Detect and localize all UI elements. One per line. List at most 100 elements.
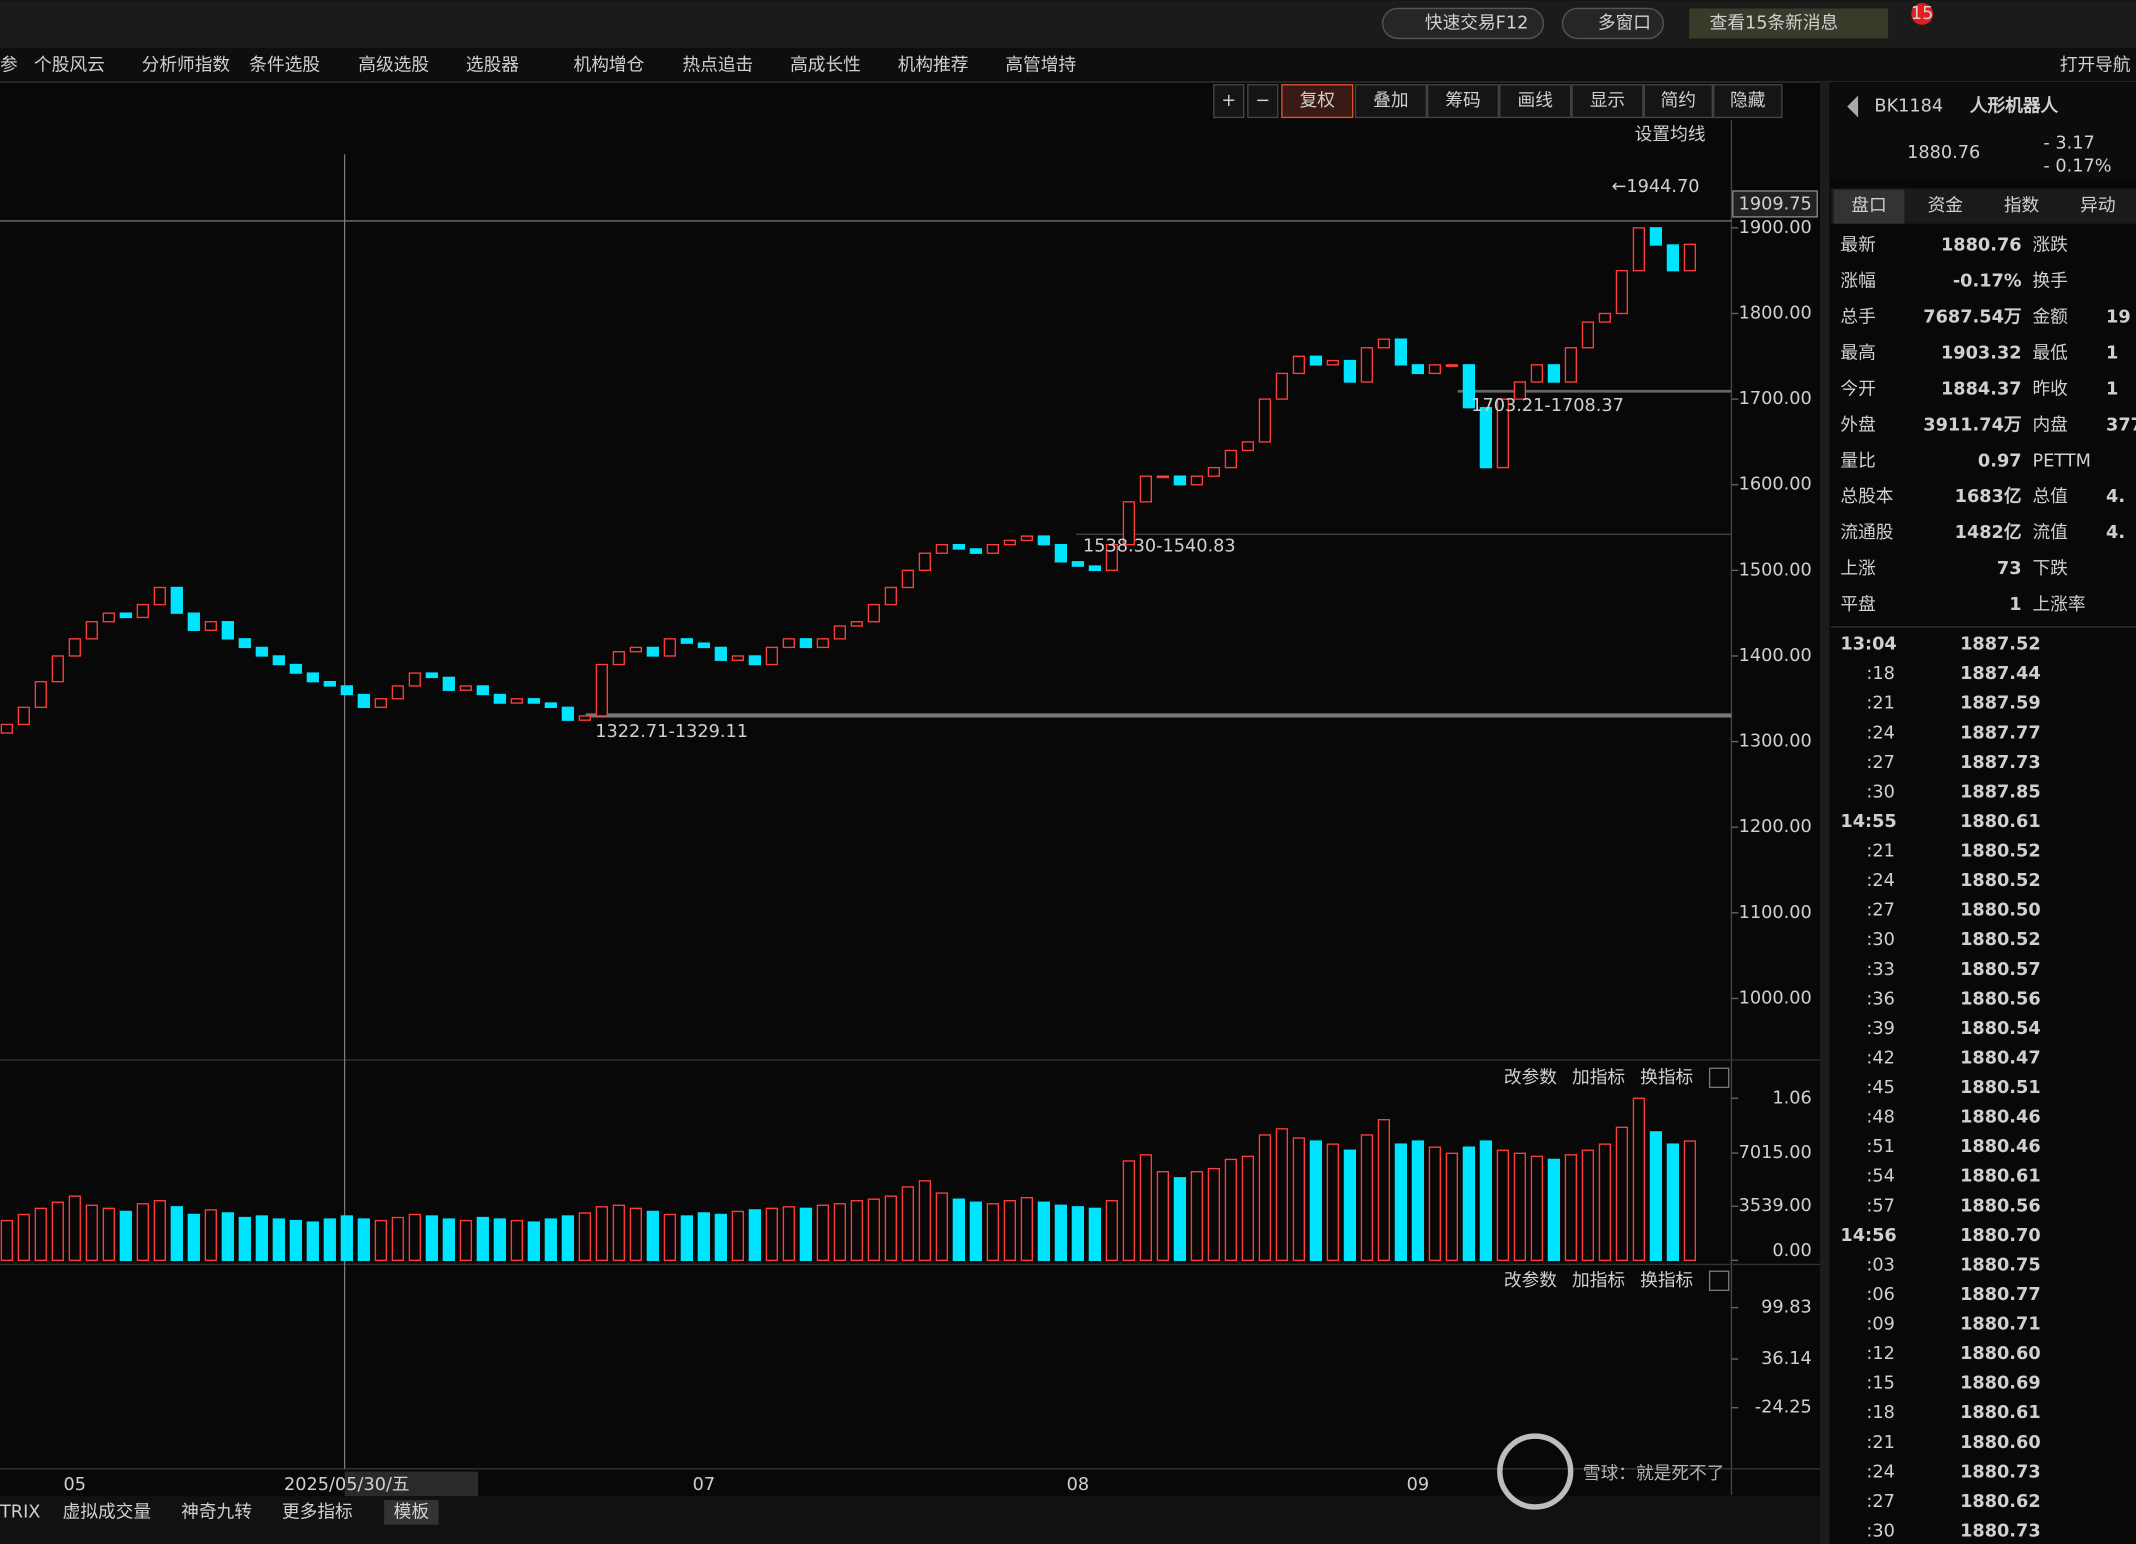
cursor-box	[1732, 190, 1818, 218]
menu-item[interactable]: 热点追击	[682, 55, 753, 76]
candle	[714, 646, 727, 661]
candle	[1139, 475, 1152, 503]
quote-value: 1482亿	[1955, 521, 2022, 543]
volume-bar	[1615, 1126, 1629, 1262]
menu-item[interactable]: 机构推荐	[898, 55, 969, 76]
volume-bar	[1207, 1167, 1220, 1262]
trade-time: :09	[1866, 1315, 1894, 1335]
quick-trade[interactable]: 快速交易F12	[1425, 12, 1528, 33]
panel-button[interactable]: 换指标	[1640, 1270, 1693, 1291]
toolbar-label[interactable]: −	[1255, 91, 1270, 111]
bottom-tab[interactable]: 虚拟成交量	[63, 1501, 151, 1522]
date-highlight	[344, 1471, 479, 1497]
toolbar-label[interactable]: 简约	[1661, 90, 1696, 111]
candle	[272, 655, 285, 666]
bottom-tab[interactable]: 模板	[394, 1501, 430, 1522]
toolbar-button[interactable]	[1499, 84, 1572, 119]
quote-tab[interactable]: 异动	[2080, 195, 2115, 216]
toolbar-label[interactable]: 隐藏	[1730, 90, 1766, 111]
trade-price: 1887.59	[1960, 694, 2041, 714]
toolbar-label[interactable]: 显示	[1590, 91, 1625, 111]
panel-button[interactable]: 加指标	[1572, 1270, 1625, 1291]
menu-item[interactable]: 参	[0, 55, 18, 76]
candle	[1207, 466, 1220, 477]
toolbar-button[interactable]	[1247, 84, 1279, 119]
volume-bar	[51, 1201, 64, 1262]
candle	[306, 672, 319, 683]
menu-item[interactable]: 机构增仓	[574, 55, 645, 76]
quick-trade-button[interactable]	[1381, 7, 1545, 40]
candle	[221, 621, 234, 640]
active-tab[interactable]	[384, 1500, 439, 1525]
toolbar-label[interactable]: 叠加	[1373, 90, 1408, 111]
volume-bar	[1071, 1206, 1084, 1262]
panel-button[interactable]: 改参数	[1504, 1270, 1557, 1291]
y-tick-label: 1300.00	[1739, 732, 1812, 752]
trade-time: :18	[1866, 664, 1894, 684]
quote-label: 量比	[1840, 450, 1875, 471]
panel-button[interactable]: 改参数	[1504, 1067, 1557, 1088]
multi-window-button[interactable]	[1561, 7, 1664, 40]
menu-item[interactable]: 高成长性	[790, 55, 861, 76]
back-arrow[interactable]	[1847, 95, 1859, 118]
ma-setting[interactable]: 设置均线	[1635, 124, 1706, 145]
volume-bar	[1156, 1170, 1169, 1262]
toolbar-button[interactable]	[1354, 84, 1427, 119]
candle	[544, 702, 557, 709]
menu-item[interactable]: 打开导航	[2060, 55, 2131, 76]
trade-time: :30	[1866, 782, 1894, 802]
trade-price: 1880.54	[1960, 1019, 2041, 1039]
y-tick-label: 3539.00	[1739, 1196, 1812, 1216]
trade-price: 1887.73	[1960, 753, 2041, 773]
panel-button[interactable]: 加指标	[1572, 1067, 1625, 1088]
candle	[1071, 561, 1084, 567]
menu-item[interactable]: 分析师指数	[142, 55, 231, 76]
close-button[interactable]	[1708, 1067, 1730, 1089]
candle	[1564, 347, 1578, 383]
quote-label: PETTM	[2032, 451, 2090, 471]
candle	[1275, 372, 1289, 400]
bottom-tab[interactable]: 更多指标	[282, 1501, 353, 1522]
volume-bar	[969, 1201, 982, 1262]
close-button[interactable]	[1708, 1270, 1730, 1292]
y-tick-label: 1100.00	[1739, 903, 1812, 923]
toolbar-label[interactable]: 筹码	[1445, 90, 1480, 111]
toolbar-button[interactable]	[1713, 84, 1783, 119]
bottom-tab[interactable]: 神奇九转	[181, 1501, 252, 1522]
menu-item[interactable]: 个股风云	[34, 55, 105, 76]
toolbar-label[interactable]: +	[1221, 91, 1236, 111]
volume-bar	[459, 1219, 472, 1262]
toolbar-button[interactable]	[1571, 84, 1644, 119]
toolbar-label[interactable]: 画线	[1518, 90, 1554, 111]
trade-price: 1880.46	[1960, 1108, 2041, 1128]
message-button[interactable]	[1689, 8, 1889, 39]
menu-item[interactable]: 高级选股	[358, 55, 429, 76]
quote-label: 最高	[1840, 342, 1875, 363]
volume-bar	[663, 1213, 676, 1262]
panel-button[interactable]: 换指标	[1640, 1067, 1693, 1088]
trade-time: :45	[1866, 1078, 1894, 1098]
multi-window[interactable]: 多窗口	[1598, 12, 1651, 33]
toolbar-button[interactable]	[1426, 84, 1500, 119]
quote-tab[interactable]: 资金	[1928, 195, 1964, 216]
quote-tab[interactable]: 指数	[2004, 195, 2040, 216]
candle	[476, 685, 489, 696]
toolbar-button[interactable]	[1643, 84, 1714, 119]
trade-time: :15	[1866, 1374, 1894, 1394]
toolbar-label[interactable]: 复权	[1300, 90, 1336, 111]
menu-item[interactable]: 选股器	[466, 55, 519, 76]
messages[interactable]: 查看15条新消息	[1710, 12, 1839, 33]
volume-bar	[1632, 1097, 1646, 1262]
bottom-tab[interactable]: TRIX	[0, 1502, 40, 1522]
toolbar-button[interactable]	[1281, 84, 1354, 119]
menu-item[interactable]: 高管增持	[1005, 55, 1076, 76]
quote-tab[interactable]: 盘口	[1851, 195, 1886, 216]
toolbar-button[interactable]	[1213, 84, 1245, 119]
trade-time: :39	[1866, 1019, 1894, 1039]
trade-price: 1880.56	[1960, 1196, 2041, 1216]
volume-bar	[1445, 1152, 1459, 1262]
volume-bar	[714, 1213, 727, 1262]
volume-bar	[731, 1210, 744, 1262]
trade-time: :06	[1866, 1285, 1894, 1305]
menu-item[interactable]: 条件选股	[249, 55, 320, 76]
